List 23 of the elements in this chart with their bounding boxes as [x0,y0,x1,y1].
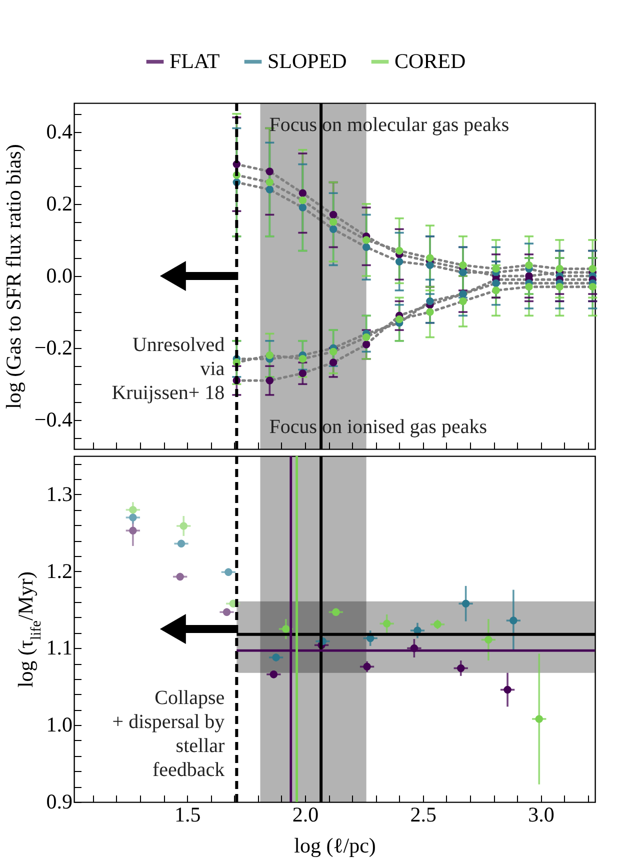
y-tick-label: 0.4 [46,119,73,144]
y-tick-label: 0.9 [46,790,72,814]
legend-label: CORED [394,48,466,73]
annotation: Unresolved via Kruijssen+ 18 [112,334,225,404]
x-tick-label: 3.0 [528,802,554,826]
y-tick-label: −0.4 [34,408,73,432]
annotation: Focus on molecular gas peaks [269,114,510,136]
x-tick-label: 2.0 [292,802,319,826]
y-tick-label: 0.2 [46,191,72,216]
annotation: Collapse + dispersal by stellar feedback [112,687,225,782]
y-tick-label: 1.0 [46,712,72,737]
y-tick-label: 1.3 [46,482,72,506]
y-tick-label: 0.0 [46,264,72,288]
legend-label: FLAT [170,48,220,73]
x-axis-title: log (ℓ/pc) [294,834,376,858]
y-tick-label: 1.1 [46,636,72,660]
legend-label: SLOPED [268,48,347,73]
y-axis-title: log (Gas to SFR flux ratio bias) [1,144,26,409]
y-tick-label: −0.2 [34,336,72,360]
x-tick-label: 1.5 [174,802,201,826]
y-tick-label: 1.2 [46,558,72,583]
x-tick-label: 2.5 [410,802,437,826]
annotation: Focus on ionised gas peaks [269,416,488,438]
